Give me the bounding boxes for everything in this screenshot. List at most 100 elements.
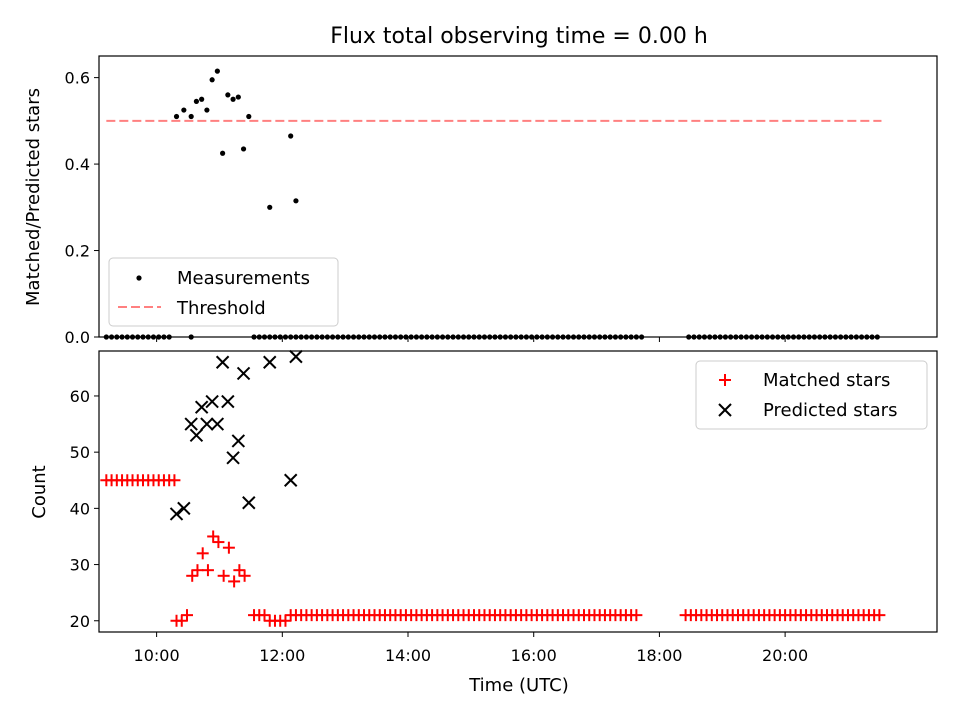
- matched-star-point: [180, 609, 193, 622]
- top-y-tick-label: 0.4: [65, 155, 90, 174]
- predicted-marker-b: [205, 394, 219, 409]
- predicted-marker-b: [194, 400, 209, 414]
- bottom-y-tick-label: 40: [70, 499, 90, 518]
- predicted-marker-b: [289, 349, 303, 364]
- predicted-star-point: [177, 501, 191, 516]
- predicted-marker-b: [236, 366, 251, 381]
- predicted-star-point: [283, 473, 298, 487]
- predicted-star-point: [205, 394, 219, 409]
- measurements-legend-label: Measurements: [177, 268, 310, 289]
- matched-star-point: [201, 564, 214, 577]
- measurements-legend-marker: [136, 275, 142, 281]
- predicted-star-point: [215, 355, 230, 369]
- matched-star-point: [207, 530, 220, 543]
- measurement-point: [267, 204, 273, 210]
- predicted-stars-layer: [169, 349, 303, 521]
- chart-title: Flux total observing time = 0.00 h: [330, 24, 708, 49]
- predicted-marker-b: [210, 417, 225, 431]
- measurement-point: [173, 113, 180, 120]
- measurement-point: [240, 146, 247, 152]
- matched-star-point: [258, 609, 271, 622]
- measurement-point: [188, 113, 194, 120]
- matched-star-point: [217, 569, 230, 582]
- bottom-legend: Matched stars Predicted stars: [695, 360, 928, 430]
- predicted-star-point: [231, 434, 246, 448]
- measurement-point: [235, 94, 241, 100]
- top-legend: Measurements Threshold: [108, 257, 339, 327]
- measurement-point: [181, 107, 187, 113]
- predicted-star-point: [226, 451, 240, 465]
- bottom-y-tick-label: 50: [70, 443, 90, 462]
- matched-star-point: [228, 575, 241, 588]
- matched-star-point: [175, 614, 188, 627]
- matched-star-point: [222, 541, 235, 554]
- x-tick-label: 12:00: [259, 646, 305, 665]
- predicted-marker-b: [226, 451, 240, 465]
- measurement-point: [246, 113, 252, 120]
- matched-star-point: [186, 569, 199, 582]
- predicted-star-point: [221, 394, 235, 409]
- predicted-legend-label: Predicted stars: [763, 400, 897, 421]
- predicted-star-point: [236, 366, 251, 381]
- x-tick-label: 10:00: [134, 646, 180, 665]
- top-x-ticks: [156, 337, 786, 342]
- predicted-star-point: [289, 349, 303, 364]
- predicted-marker-b: [283, 473, 298, 487]
- measurement-point: [288, 133, 294, 139]
- bottom-legend-box: [695, 360, 928, 430]
- predicted-star-point: [263, 355, 277, 369]
- matched-stars-layer: [100, 474, 886, 627]
- predicted-star-point: [184, 417, 198, 431]
- predicted-star-point: [194, 400, 209, 414]
- top-y-axis-label: Matched/Predicted stars: [23, 88, 44, 306]
- predicted-marker-b: [231, 434, 246, 448]
- measurement-point: [204, 107, 210, 113]
- measurement-point: [220, 150, 226, 156]
- predicted-marker-b: [242, 496, 256, 510]
- top-frame: [98, 55, 938, 338]
- matched-star-point: [630, 609, 643, 622]
- bottom-panel: 20 30 40 50 60 10:00 12:00 14:00 16:00 18:00 20:0…: [29, 349, 938, 696]
- matched-star-point: [873, 609, 886, 622]
- top-y-tick-label: 0.2: [65, 242, 90, 261]
- matched-star-point: [191, 564, 204, 577]
- top-legend-box: [108, 257, 339, 327]
- measurement-point: [230, 96, 236, 102]
- measurement-point: [209, 77, 215, 83]
- bottom-y-axis-label: Count: [29, 465, 50, 518]
- predicted-marker-b: [169, 507, 184, 521]
- x-tick-label: 16:00: [511, 646, 557, 665]
- measurement-point: [293, 198, 299, 204]
- matched-legend-marker: [719, 374, 731, 386]
- predicted-marker-b: [200, 417, 214, 431]
- predicted-marker-b: [215, 355, 230, 369]
- matched-star-point: [233, 564, 246, 577]
- measurement-point: [214, 68, 220, 74]
- x-axis: 10:00 12:00 14:00 16:00 18:00 20:00: [134, 632, 808, 665]
- matched-legend-label: Matched stars: [763, 370, 890, 391]
- predicted-star-point: [242, 496, 256, 510]
- predicted-marker-b: [184, 417, 198, 431]
- bottom-y-axis: 20 30 40 50 60: [70, 387, 99, 631]
- x-tick-label: 18:00: [636, 646, 682, 665]
- bottom-y-tick-label: 30: [70, 556, 90, 575]
- top-y-tick-label: 0.0: [65, 328, 90, 347]
- predicted-star-point: [210, 417, 225, 431]
- matched-star-point: [196, 547, 209, 560]
- predicted-legend-marker: [718, 403, 732, 417]
- matched-star-point: [238, 569, 251, 582]
- bottom-frame: [98, 350, 938, 633]
- top-panel: 0.0 0.2 0.4 0.6 Matched/Predicted stars Mea…: [23, 55, 938, 347]
- threshold-legend-label: Threshold: [176, 298, 266, 319]
- predicted-star-point: [169, 507, 184, 521]
- measurement-point: [193, 98, 200, 104]
- bottom-y-tick-label: 60: [70, 387, 90, 406]
- top-y-axis: 0.0 0.2 0.4 0.6: [65, 69, 99, 347]
- predicted-star-point: [200, 417, 214, 431]
- matched-star-point: [279, 614, 292, 627]
- measurement-point: [199, 96, 205, 102]
- predicted-marker-b: [189, 428, 204, 443]
- x-tick-label: 20:00: [762, 646, 808, 665]
- predicted-star-point: [189, 428, 204, 443]
